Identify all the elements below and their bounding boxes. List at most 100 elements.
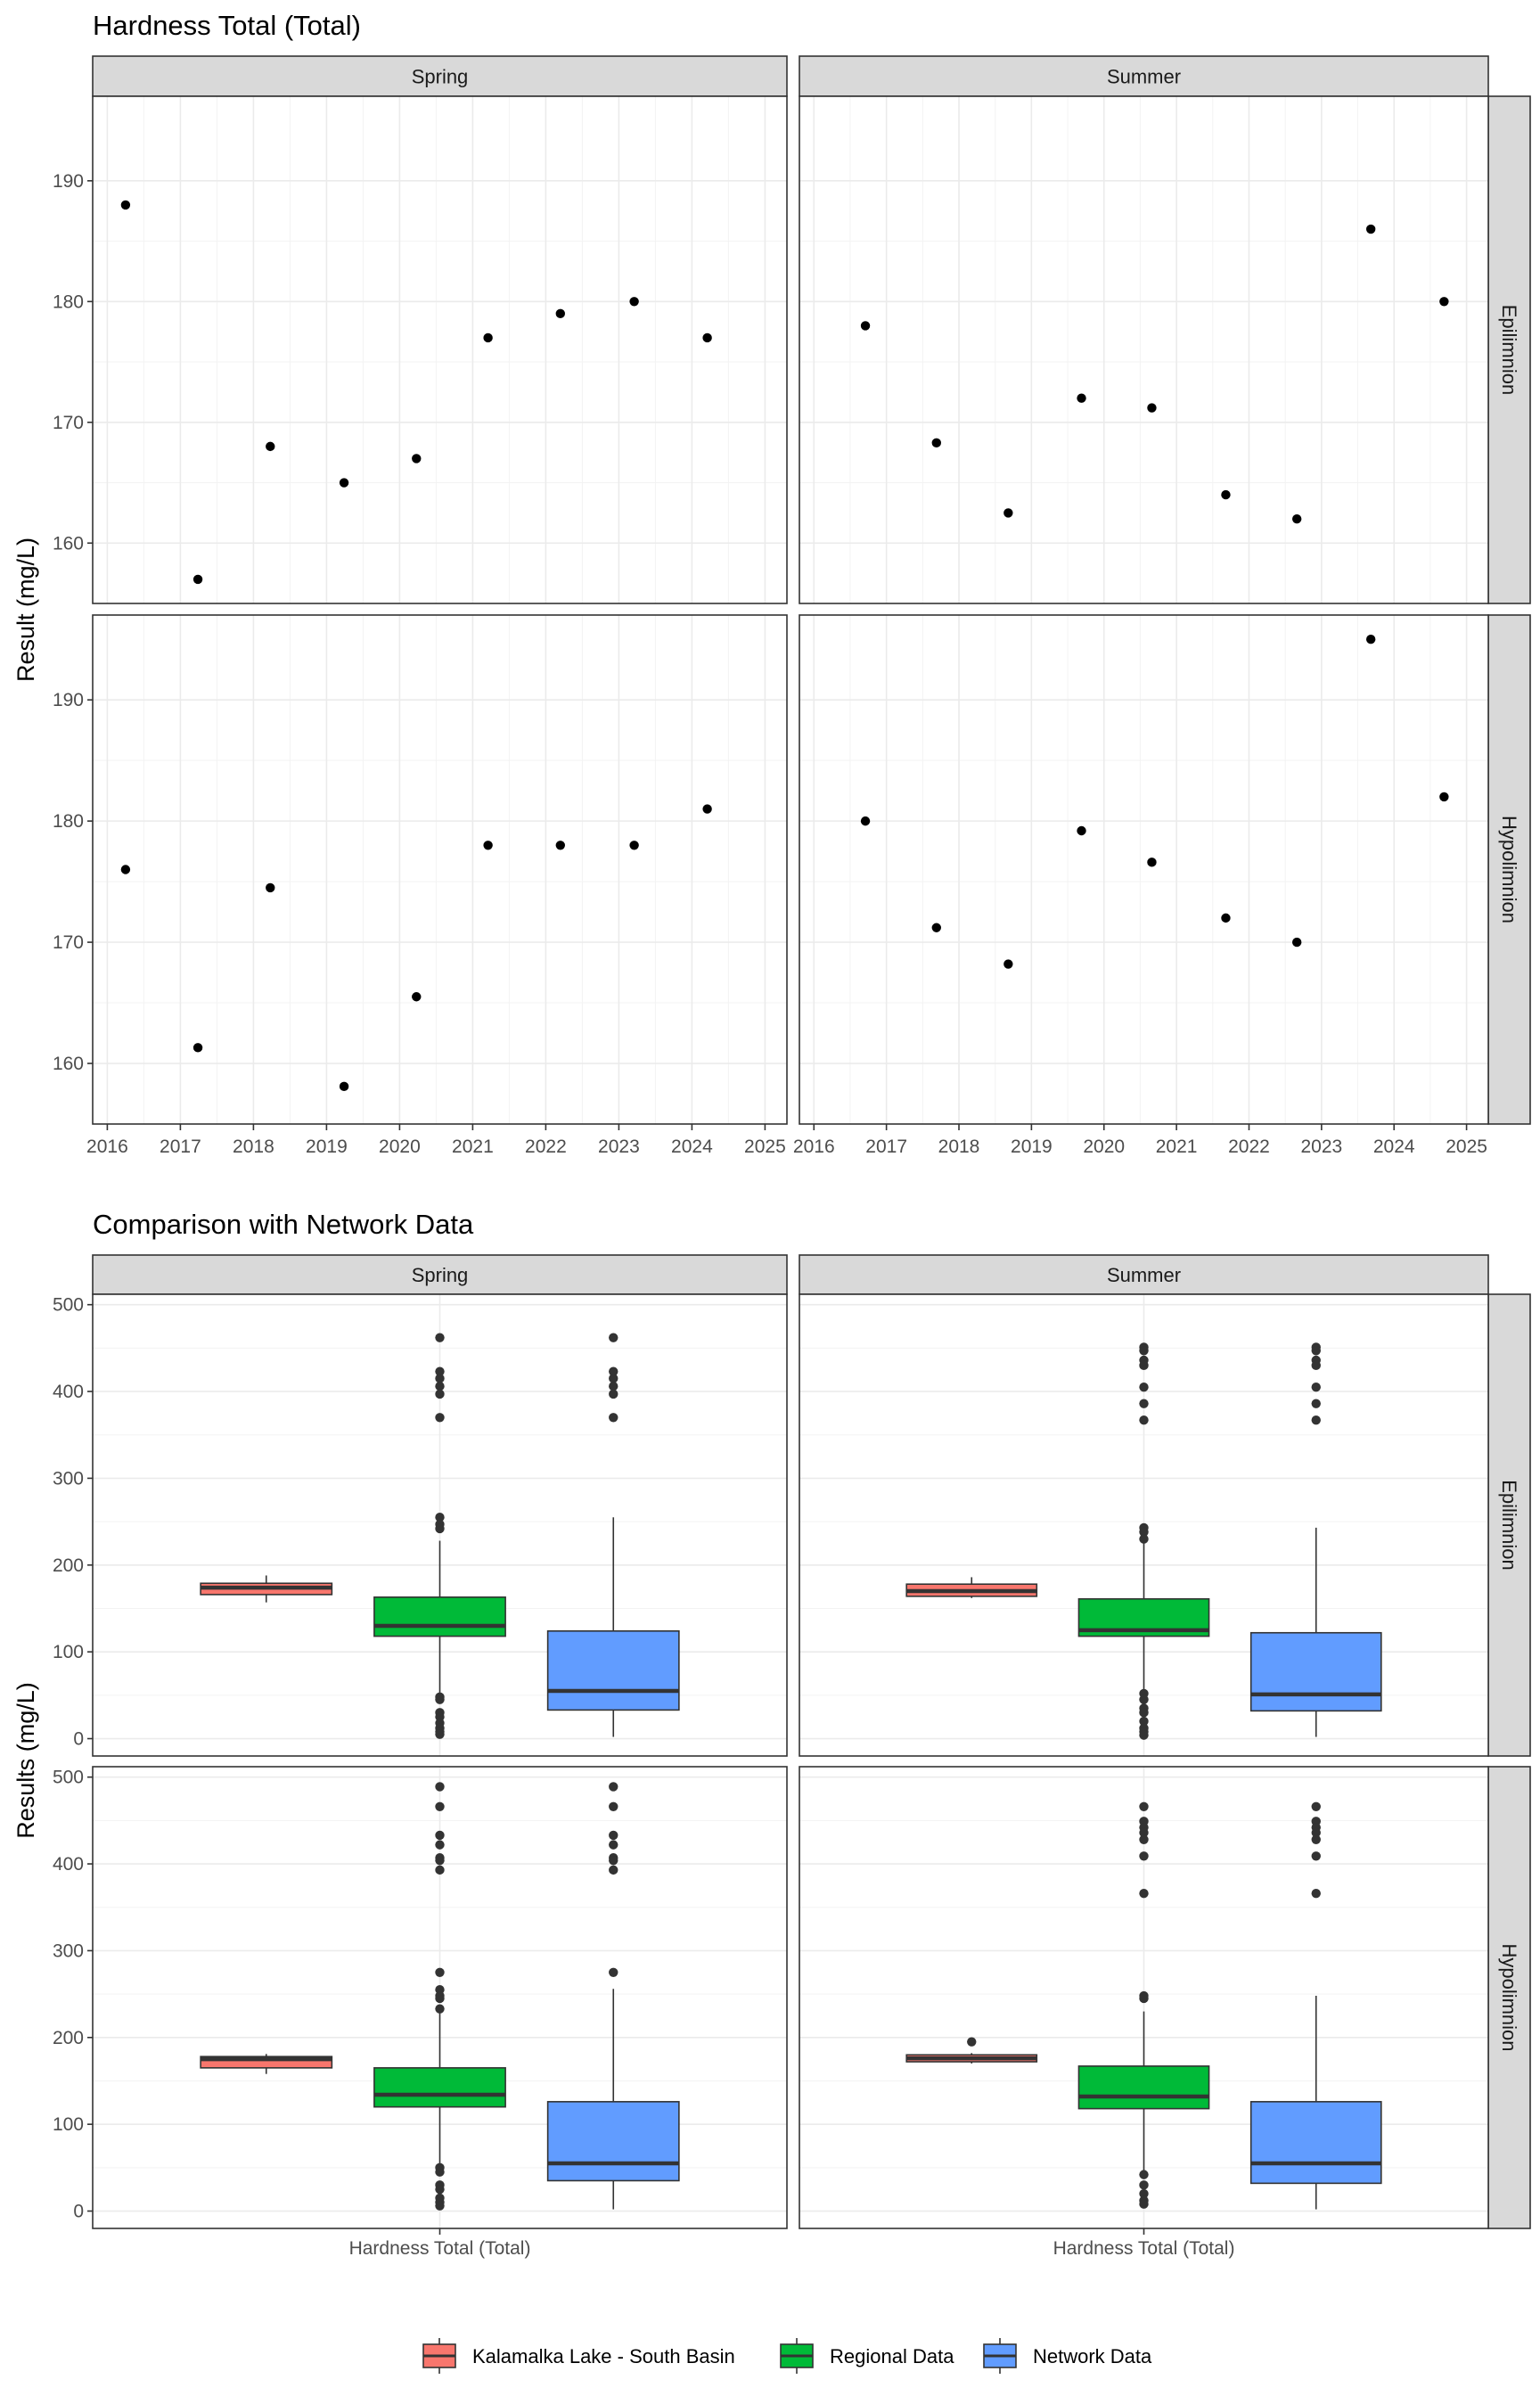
box-outlier-0 (967, 2037, 977, 2047)
box-outlier-8 (435, 1523, 445, 1534)
scatter-y-tick-epilimnion-170: 170 (53, 413, 84, 433)
box-outlier-13 (1139, 2199, 1149, 2209)
scatter-x-tick-spring-2016: 2016 (86, 1136, 128, 1157)
boxplot-y-tick-hypolimnion-100: 100 (53, 2114, 84, 2135)
scatter-strip-label-hypolimnion: Hypolimnion (1498, 816, 1520, 923)
box-outlier-8 (1139, 1993, 1149, 2004)
box-outlier-18 (435, 2201, 445, 2211)
scatter-point-summer-epilimnion-5 (1221, 489, 1231, 500)
box-outlier-5 (1311, 1399, 1321, 1408)
box-outlier-1 (1139, 1346, 1149, 1356)
box-outlier-0 (435, 1333, 445, 1342)
boxplot-y-axis-title: Results (mg/L) (12, 1682, 39, 1839)
box-outlier-0 (1139, 1801, 1149, 1811)
boxplot-panel-spring-epilimnion (92, 1293, 788, 1757)
box-outlier-3 (1139, 1360, 1149, 1371)
boxplot-strip-label-hypolimnion: Hypolimnion (1498, 1943, 1520, 2051)
scatter-x-tick-summer-2016: 2016 (793, 1136, 835, 1157)
scatter-point-spring-epilimnion-7 (629, 297, 639, 307)
box-outlier-9 (1139, 1534, 1149, 1544)
scatter-point-summer-hypolimnion-2 (1003, 959, 1013, 969)
scatter-y-tick-hypolimnion-190: 190 (53, 690, 84, 710)
box-kalamalka-lake-south-basin-summer-hypolimnion (905, 2037, 1038, 2064)
box-outlier-0 (1311, 1801, 1321, 1811)
box-outlier-1 (435, 1366, 445, 1376)
scatter-x-tick-spring-2019: 2019 (306, 1136, 348, 1157)
box-outlier-5 (435, 1413, 445, 1423)
scatter-point-summer-hypolimnion-5 (1221, 913, 1231, 923)
scatter-point-summer-hypolimnion-6 (1291, 937, 1302, 948)
legend-label-regional-data: Regional Data (830, 2345, 954, 2367)
box-kalamalka-lake-south-basin-summer-epilimnion (905, 1577, 1038, 1598)
box-network-data-summer-hypolimnion (1249, 1801, 1382, 2210)
scatter-point-summer-epilimnion-6 (1291, 513, 1302, 524)
scatter-x-tick-summer-2019: 2019 (1011, 1136, 1053, 1157)
box-network-data-summer-epilimnion (1249, 1342, 1382, 1737)
box-outlier-5 (435, 1855, 445, 1866)
scatter-x-tick-summer-2023: 2023 (1300, 1136, 1342, 1157)
box-kalamalka-lake-south-basin-spring-hypolimnion (200, 2054, 333, 2074)
scatter-point-summer-epilimnion-2 (1003, 508, 1013, 518)
box-outlier-15 (435, 2184, 445, 2195)
boxplot-y-tick-epilimnion-400: 400 (53, 1382, 84, 1402)
box-outlier-14 (1139, 1716, 1149, 1727)
box-outlier-6 (1139, 1888, 1149, 1899)
box-outlier-2 (435, 1374, 445, 1383)
box-outlier-6 (1311, 1415, 1321, 1425)
box-outlier-10 (435, 1694, 445, 1704)
scatter-point-spring-epilimnion-4 (412, 454, 422, 464)
box-iqr (373, 2067, 506, 2108)
box-outlier-3 (1311, 1360, 1321, 1371)
boxplot-y-tick-epilimnion-0: 0 (73, 1729, 84, 1750)
scatter-x-tick-spring-2024: 2024 (671, 1136, 713, 1157)
box-outlier-9 (1139, 2170, 1149, 2179)
box-outlier-5 (609, 1855, 618, 1866)
box-outlier-4 (1311, 1382, 1321, 1392)
boxplot-y-tick-hypolimnion-0: 0 (73, 2202, 84, 2222)
scatter-y-tick-epilimnion-190: 190 (53, 171, 84, 192)
box-outlier-3 (609, 1840, 618, 1850)
scatter-x-tick-spring-2025: 2025 (744, 1136, 786, 1157)
boxplot-panel-summer-epilimnion (799, 1293, 1489, 1757)
boxplot-strip-epilimnion (1487, 1293, 1531, 1757)
boxplot-y-tick-hypolimnion-400: 400 (53, 1854, 84, 1875)
scatter-point-spring-epilimnion-2 (266, 441, 275, 452)
boxplot-strip-summer (799, 1254, 1489, 1295)
box-outlier-0 (609, 1782, 618, 1792)
boxplot-y-tick-epilimnion-200: 200 (53, 1555, 84, 1576)
scatter-point-spring-epilimnion-0 (120, 200, 131, 210)
scatter-point-spring-epilimnion-1 (192, 574, 203, 585)
box-outlier-13 (1139, 1708, 1149, 1718)
scatter-strip-spring (92, 55, 788, 97)
box-outlier-1 (609, 1366, 618, 1376)
scatter-y-tick-hypolimnion-160: 160 (53, 1054, 84, 1074)
box-outlier-4 (435, 1389, 445, 1399)
scatter-x-tick-spring-2018: 2018 (233, 1136, 274, 1157)
scatter-panel-spring-epilimnion (92, 95, 788, 604)
legend-item-network-data: Network Data (983, 2338, 1152, 2374)
boxplot-title: Comparison with Network Data (93, 1209, 474, 1240)
box-outlier-5 (609, 1413, 618, 1423)
scatter-x-tick-summer-2021: 2021 (1156, 1136, 1198, 1157)
scatter-y-tick-epilimnion-160: 160 (53, 533, 84, 554)
box-iqr (1249, 2101, 1382, 2185)
box-outlier-3 (609, 1382, 618, 1391)
box-outlier-5 (1139, 1399, 1149, 1408)
boxplot-x-tick-summer: Hardness Total (Total) (1053, 2238, 1235, 2259)
scatter-strip-epilimnion (1487, 95, 1531, 604)
scatter-x-tick-spring-2023: 2023 (598, 1136, 640, 1157)
scatter-point-spring-hypolimnion-8 (702, 804, 712, 814)
box-network-data-spring-hypolimnion (546, 1782, 680, 2210)
box-outlier-6 (435, 1865, 445, 1875)
scatter-point-summer-hypolimnion-3 (1077, 825, 1086, 836)
scatter-x-tick-summer-2022: 2022 (1228, 1136, 1270, 1157)
scatter-point-spring-epilimnion-8 (702, 332, 712, 343)
scatter-point-spring-hypolimnion-6 (555, 841, 565, 850)
boxplot-y-tick-epilimnion-500: 500 (53, 1295, 84, 1316)
box-outlier-2 (435, 1830, 445, 1841)
box-network-data-spring-epilimnion (546, 1333, 680, 1737)
boxplot-panel-summer-hypolimnion (799, 1766, 1489, 2229)
scatter-point-spring-hypolimnion-7 (629, 841, 639, 850)
box-outlier-6 (1139, 1415, 1149, 1425)
